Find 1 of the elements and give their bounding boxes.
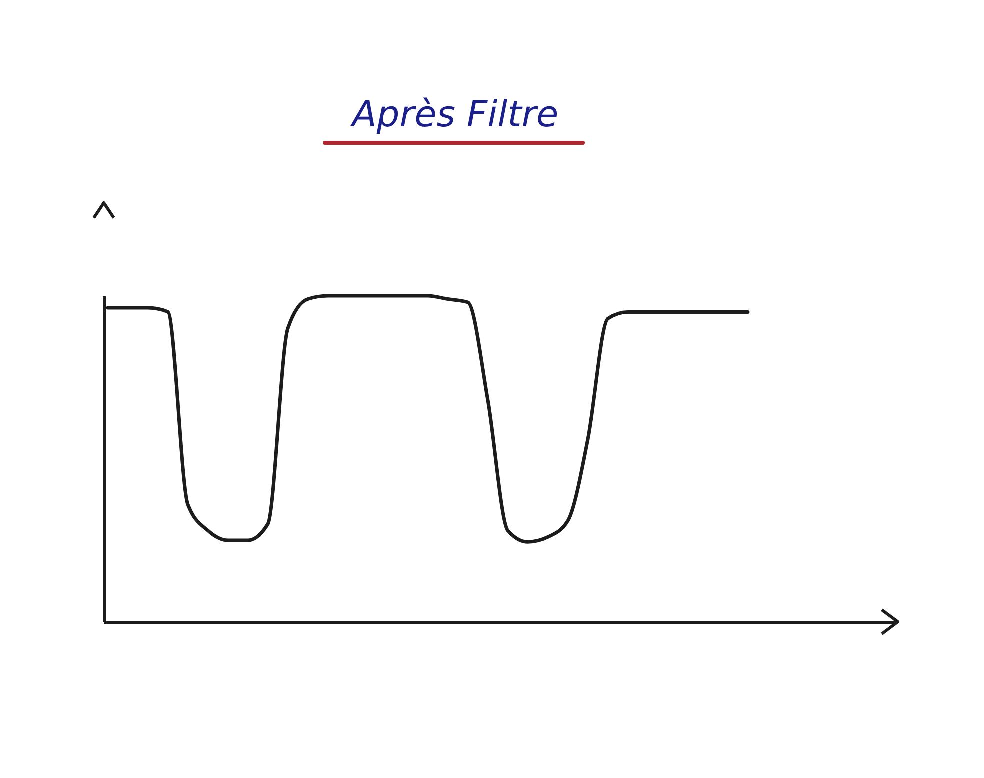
chart-title: Après Filtre: [350, 94, 559, 136]
